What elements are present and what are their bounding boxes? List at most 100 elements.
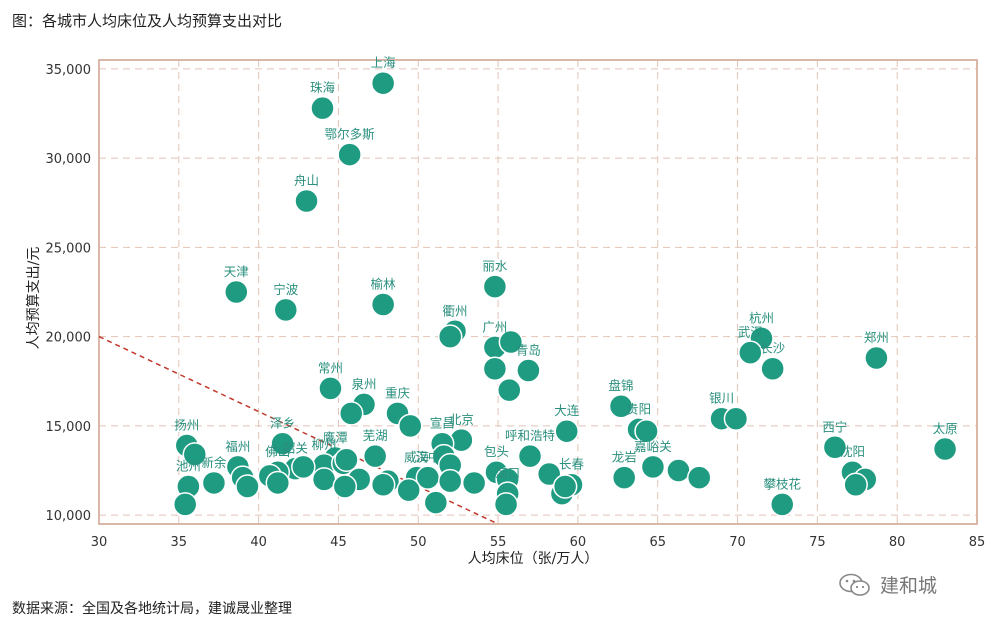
scatter-point <box>686 465 712 490</box>
scatter-point <box>437 324 463 349</box>
point-label: 西宁 <box>822 419 847 434</box>
scatter-point <box>666 458 691 483</box>
point-label: 泽乡 <box>270 416 295 431</box>
wechat-icon <box>839 573 870 596</box>
point-label: 大连 <box>554 403 580 418</box>
y-tick-label: 30,000 <box>46 152 92 167</box>
watermark-text: 建和城 <box>880 575 938 597</box>
scatter-point <box>332 474 358 499</box>
point-label: 鹰潭 <box>323 430 348 445</box>
trend-line <box>98 335 499 525</box>
point-label: 汉中 <box>415 450 440 465</box>
scatter-point <box>172 492 198 517</box>
point-label: 盘锦 <box>609 378 634 393</box>
point-label: 长春 <box>559 457 585 472</box>
point-label: 丽水 <box>482 259 508 274</box>
x-axis-title: 人均床位（张/万人） <box>468 551 599 567</box>
scatter-point <box>273 297 299 323</box>
point-label: 新余 <box>201 455 227 470</box>
point-label: 包头 <box>484 444 509 459</box>
scatter-point <box>362 443 388 469</box>
scatter-point <box>738 340 763 365</box>
point-label: 武汉 <box>738 325 764 340</box>
scatter-point <box>482 274 508 299</box>
scatter-point <box>608 393 634 419</box>
scatter-point <box>318 376 343 401</box>
point-label: 榆林 <box>371 276 397 291</box>
point-label: 海口 <box>495 466 520 481</box>
point-label: 池州 <box>176 459 201 474</box>
point-label: 杭州 <box>749 310 774 325</box>
scatter-point <box>723 406 749 431</box>
point-label: 珠海 <box>310 80 336 95</box>
point-label: 佛山 <box>265 444 290 459</box>
scatter-point <box>516 358 541 383</box>
point-label: 太原 <box>933 421 958 436</box>
point-label: 长沙 <box>760 341 786 356</box>
x-tick-label: 85 <box>969 535 986 550</box>
x-tick-label: 75 <box>809 535 826 550</box>
scatter-point <box>554 418 579 444</box>
point-label: 龙岩 <box>612 450 637 465</box>
scatter-point <box>370 292 396 317</box>
scatter-point <box>437 468 463 494</box>
scatter-point <box>398 413 423 439</box>
point-label: 鄂尔多斯 <box>325 127 375 142</box>
point-label: 郑州 <box>864 330 889 345</box>
scatter-point <box>338 401 364 426</box>
x-tick-label: 35 <box>171 535 188 550</box>
x-tick-label: 30 <box>91 535 108 550</box>
scatter-point <box>311 467 337 492</box>
scatter-point <box>552 474 578 499</box>
chart-title: 图：各城市人均床位及人均预算支出对比 <box>12 12 283 30</box>
point-label: 衢州 <box>442 303 467 318</box>
scatter-point <box>334 447 359 473</box>
scatter-point <box>461 470 487 496</box>
point-label: 泉州 <box>351 376 376 391</box>
scatter-point <box>493 492 519 517</box>
plot-frame <box>98 59 978 525</box>
data-points <box>172 70 958 517</box>
point-label: 天津 <box>224 264 249 279</box>
data-source-note: 数据来源：全国及各地统计局，建诚晟业整理 <box>12 601 292 617</box>
scatter-point <box>370 70 396 96</box>
scatter-point <box>760 356 785 381</box>
x-tick-label: 55 <box>490 535 507 550</box>
scatter-point <box>396 477 421 503</box>
y-axis-ticks: 10,000 15,000 20,000 25,000 30,000 35,000 <box>46 63 92 524</box>
point-label: 北京 <box>449 412 474 427</box>
y-tick-label: 25,000 <box>46 241 92 256</box>
point-label: 呼和浩特 <box>505 428 555 443</box>
y-tick-label: 35,000 <box>46 63 92 78</box>
point-label: 常州 <box>318 360 343 375</box>
scatter-point <box>482 356 508 381</box>
scatter-point <box>235 474 260 499</box>
scatter-point <box>310 95 335 121</box>
x-tick-label: 80 <box>889 535 906 550</box>
scatter-point <box>932 436 958 462</box>
scatter-point <box>370 472 396 497</box>
x-axis-ticks: 30 35 40 45 50 55 60 65 70 75 80 85 <box>91 535 986 550</box>
point-label: 福州 <box>225 439 250 454</box>
point-label: 上海 <box>371 55 397 70</box>
y-tick-label: 20,000 <box>46 331 92 346</box>
point-label: 嘉峪关 <box>634 439 672 454</box>
x-tick-label: 65 <box>649 535 666 550</box>
scatter-point <box>769 492 795 517</box>
watermark: 建和城 <box>838 571 937 598</box>
point-label: 贵阳 <box>626 401 651 416</box>
scatter-point <box>294 188 319 214</box>
y-axis-title: 人均预算支出/元 <box>26 247 42 350</box>
scatter-point <box>265 470 291 496</box>
point-label: 攀枝花 <box>763 476 801 491</box>
point-label: 韶关 <box>283 441 308 456</box>
point-label: 宁波 <box>273 282 299 297</box>
point-label: 威海 <box>404 450 430 465</box>
point-label: 宣昌 <box>430 416 455 431</box>
scatter-point <box>517 443 543 469</box>
point-label: 柳州 <box>312 437 337 452</box>
point-label: 舟山 <box>294 173 319 188</box>
point-label: 广州 <box>482 319 507 334</box>
scatter-point <box>611 465 637 490</box>
